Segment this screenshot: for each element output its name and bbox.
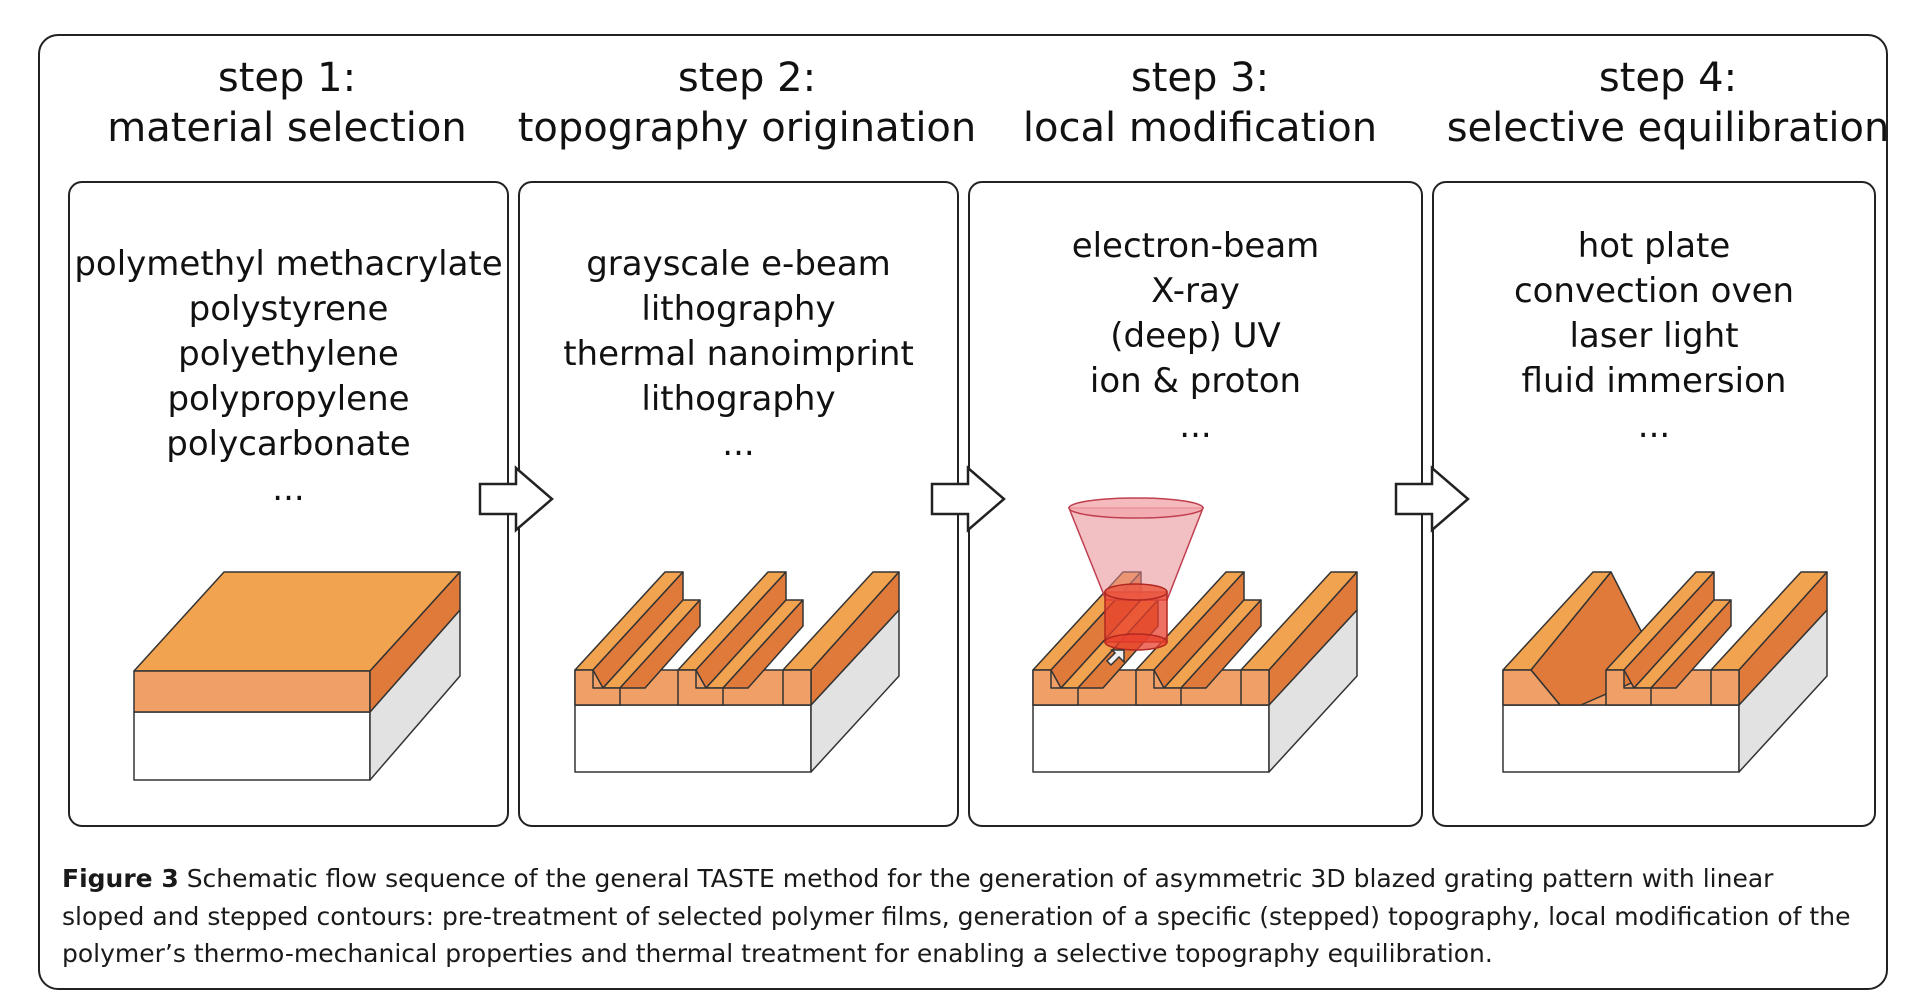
method-item: lithography	[641, 289, 836, 329]
step-1-methods: polymethyl methacrylate polystyrene poly…	[70, 242, 507, 512]
method-item: hot plate	[1577, 226, 1731, 266]
figure-frame	[38, 34, 1888, 990]
method-item: ion & proton	[1089, 361, 1302, 401]
method-item: polypropylene	[167, 379, 410, 419]
step-3-name: local modification	[1022, 105, 1378, 151]
step-2-name: topography origination	[517, 105, 977, 151]
method-item: (deep) UV	[1110, 316, 1281, 356]
step-2-label: step 2:	[677, 55, 817, 101]
method-item: ...	[722, 424, 755, 464]
method-item: fluid immersion	[1521, 361, 1787, 401]
step-3-title: step 3: local modification	[965, 53, 1435, 153]
method-item: polystyrene	[188, 289, 389, 329]
step-4-name: selective equilibration	[1446, 105, 1890, 151]
method-item: polycarbonate	[166, 424, 411, 464]
method-item: lithography	[641, 379, 836, 419]
modified-spot	[1104, 583, 1168, 651]
method-item: ...	[272, 469, 305, 509]
figure-caption: Figure 3 Schematic flow sequence of the …	[62, 860, 1862, 973]
flow-arrow-3	[1394, 465, 1470, 533]
step-4-methods: hot plate convection oven laser light fl…	[1434, 224, 1874, 449]
step-3-label: step 3:	[1130, 55, 1270, 101]
method-item: laser light	[1569, 316, 1739, 356]
step-1-name: material selection	[107, 105, 467, 151]
flow-arrow-2	[930, 465, 1006, 533]
step-2-methods: grayscale e-beam lithography thermal nan…	[520, 242, 957, 467]
step-3-methods: electron-beam X-ray (deep) UV ion & prot…	[970, 224, 1421, 449]
method-item: convection oven	[1513, 271, 1795, 311]
method-item: X-ray	[1151, 271, 1240, 311]
method-item: ...	[1637, 406, 1671, 446]
method-item: polyethylene	[178, 334, 399, 374]
step-4-title: step 4: selective equilibration	[1433, 53, 1903, 153]
step-2-title: step 2: topography origination	[512, 53, 982, 153]
scan-direction-icon	[1105, 649, 1125, 667]
step-4-label: step 4:	[1598, 55, 1738, 101]
method-item: thermal nanoimprint	[563, 334, 914, 374]
caption-label: Figure 3	[62, 864, 179, 893]
method-item: polymethyl methacrylate	[74, 244, 503, 284]
step-1-label: step 1:	[217, 55, 357, 101]
method-item: ...	[1179, 406, 1212, 446]
method-item: electron-beam	[1071, 226, 1320, 266]
beam-cone	[1067, 497, 1205, 601]
method-item: grayscale e-beam	[586, 244, 891, 284]
caption-text: Schematic flow sequence of the general T…	[62, 864, 1851, 968]
step-1-title: step 1: material selection	[52, 53, 522, 153]
flow-arrow-1	[478, 465, 554, 533]
